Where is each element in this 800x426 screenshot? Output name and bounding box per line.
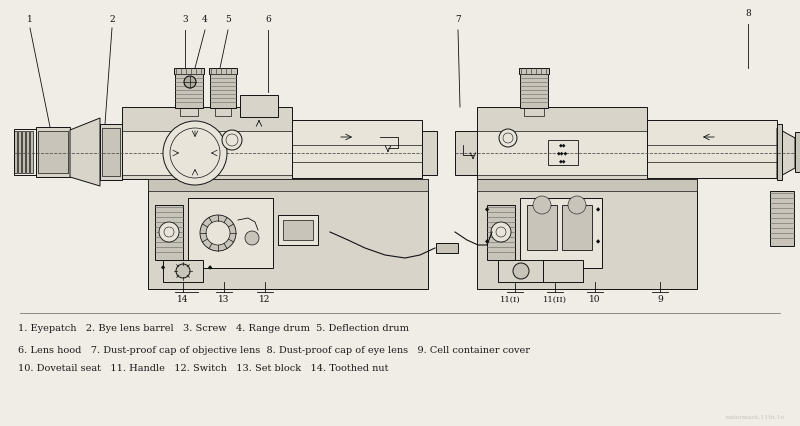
Bar <box>292 120 422 178</box>
Bar <box>18 131 21 173</box>
Text: 6: 6 <box>265 15 271 25</box>
Bar <box>436 243 458 253</box>
Bar <box>148 179 428 191</box>
Bar <box>520 198 602 268</box>
Circle shape <box>206 221 230 245</box>
Text: ◆: ◆ <box>596 207 600 213</box>
Bar <box>543 260 583 282</box>
Text: 12: 12 <box>259 296 270 305</box>
Bar <box>148 179 428 289</box>
Bar <box>215 108 231 116</box>
Text: 1: 1 <box>27 15 33 25</box>
Text: ◆◆: ◆◆ <box>559 143 566 147</box>
Bar <box>498 260 543 282</box>
Text: ◆◆: ◆◆ <box>559 158 566 164</box>
Polygon shape <box>777 128 795 178</box>
Bar <box>770 191 794 246</box>
Bar <box>174 68 204 74</box>
Bar <box>477 179 697 289</box>
Circle shape <box>163 121 227 185</box>
Bar <box>477 107 647 179</box>
Text: 1. Eyepatch   2. Bye lens barrel   3. Screw   4. Range drum  5. Deflection drum: 1. Eyepatch 2. Bye lens barrel 3. Screw … <box>18 324 409 333</box>
Circle shape <box>491 222 511 242</box>
Text: 7: 7 <box>455 15 461 25</box>
Circle shape <box>222 130 242 150</box>
Bar <box>26 131 29 173</box>
Bar <box>777 124 782 180</box>
Bar <box>188 198 273 268</box>
Bar <box>30 131 33 173</box>
Bar <box>520 72 548 108</box>
Text: 10: 10 <box>590 296 601 305</box>
Text: 9: 9 <box>657 296 663 305</box>
Bar <box>102 128 120 176</box>
Bar <box>562 205 592 250</box>
Text: 8: 8 <box>745 9 751 18</box>
Text: 11(I): 11(I) <box>500 296 520 304</box>
Bar <box>519 68 549 74</box>
Text: 3: 3 <box>182 15 188 25</box>
Bar <box>240 95 278 117</box>
Bar <box>647 120 777 178</box>
Bar <box>122 107 292 179</box>
Text: ◆: ◆ <box>485 207 489 213</box>
Bar <box>38 131 68 173</box>
Circle shape <box>245 231 259 245</box>
Circle shape <box>176 264 190 278</box>
Bar <box>209 68 237 74</box>
Bar <box>477 179 697 191</box>
Text: 10. Dovetail seat   11. Handle   12. Switch   13. Set block   14. Toothed nut: 10. Dovetail seat 11. Handle 12. Switch … <box>18 364 389 373</box>
Circle shape <box>200 215 236 251</box>
Bar <box>36 127 70 177</box>
Text: ◆◆◆: ◆◆◆ <box>558 150 569 155</box>
Bar <box>524 108 544 116</box>
Bar <box>278 215 318 245</box>
Bar <box>175 72 203 108</box>
Bar <box>100 124 122 180</box>
Text: ◆: ◆ <box>485 239 489 245</box>
Bar <box>548 140 578 165</box>
Text: watermark.11th.1v: watermark.11th.1v <box>725 415 785 420</box>
Polygon shape <box>70 118 100 186</box>
Text: ◆: ◆ <box>596 239 600 245</box>
Bar <box>122 131 292 175</box>
Text: 2: 2 <box>109 15 115 25</box>
Text: 14: 14 <box>178 296 189 305</box>
Bar <box>795 132 800 172</box>
Circle shape <box>568 196 586 214</box>
Bar <box>180 108 198 116</box>
Bar <box>422 131 437 175</box>
Text: 5: 5 <box>225 15 231 25</box>
Text: ◆: ◆ <box>161 265 165 271</box>
Circle shape <box>184 76 196 88</box>
Bar <box>14 131 17 173</box>
Bar <box>155 205 183 260</box>
Bar <box>487 205 515 260</box>
Text: ◆: ◆ <box>208 265 212 271</box>
Text: 13: 13 <box>218 296 230 305</box>
Bar <box>283 220 313 240</box>
Circle shape <box>499 129 517 147</box>
Text: 6. Lens hood   7. Dust-proof cap of objective lens  8. Dust-proof cap of eye len: 6. Lens hood 7. Dust-proof cap of object… <box>18 346 530 355</box>
Bar <box>14 129 36 175</box>
Bar <box>455 131 477 175</box>
Bar <box>163 260 203 282</box>
Text: 11(II): 11(II) <box>543 296 567 304</box>
Circle shape <box>513 263 529 279</box>
Text: 4: 4 <box>202 15 208 25</box>
Bar <box>527 205 557 250</box>
Circle shape <box>159 222 179 242</box>
Bar <box>210 72 236 108</box>
Bar <box>22 131 25 173</box>
Circle shape <box>533 196 551 214</box>
Bar <box>477 131 647 175</box>
